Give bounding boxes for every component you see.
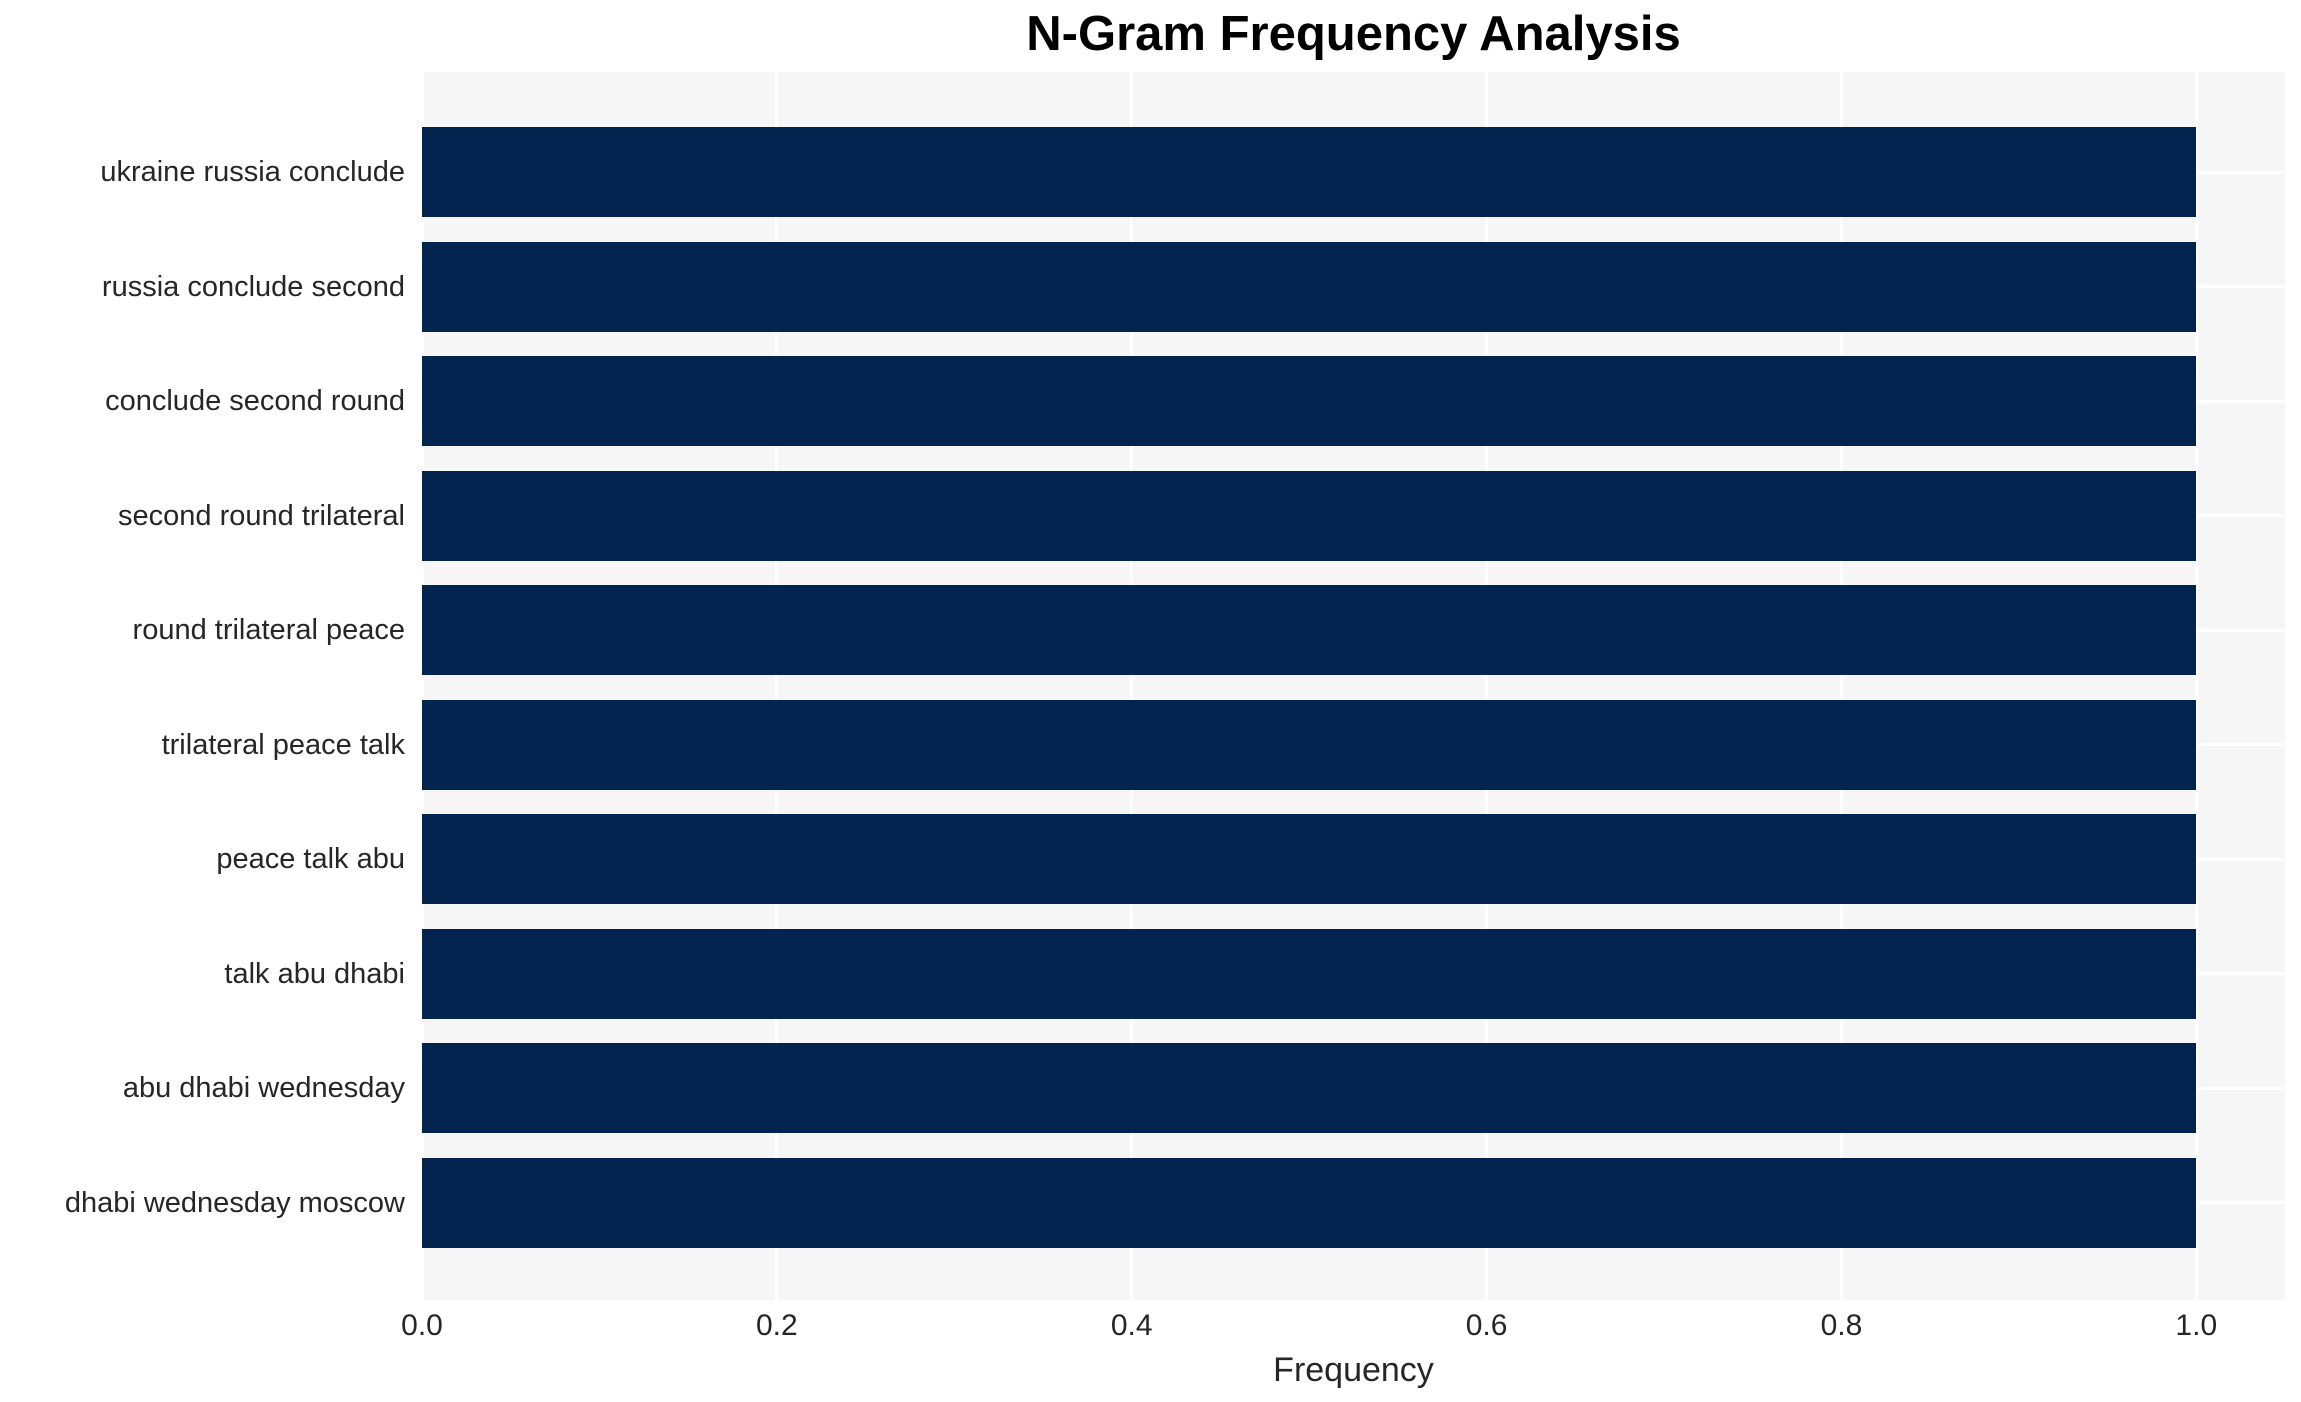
bar [422,1157,2197,1248]
vertical-gridline [775,72,779,1300]
bar [422,928,2197,1019]
vertical-gridline [1130,72,1134,1300]
x-axis-label: Frequency [1273,1351,1434,1389]
x-axis-ticks: 0.0 0.2 0.4 0.6 0.8 1.0 [401,1308,2285,1348]
y-tick-label: russia conclude second [101,270,405,303]
bar [422,814,2197,904]
x-tick-label: 0.6 [1465,1309,1508,1342]
bar [422,356,2197,446]
bar [422,1043,2197,1133]
bar [422,585,2197,675]
y-tick-label: second round trilateral [118,499,405,532]
vertical-gridline [1839,72,1843,1300]
x-tick-label: 1.0 [2175,1309,2218,1342]
vertical-gridline [2194,72,2198,1300]
plot-area [422,72,2285,1300]
y-axis-labels: ukraine russia conclude russia conclude s… [0,72,422,1300]
x-tick-label: 0.8 [1820,1309,1863,1342]
vertical-gridline [422,72,424,1300]
bar [422,470,2197,561]
y-tick-label: round trilateral peace [132,614,405,646]
x-tick-label: 0.2 [755,1309,798,1342]
chart-title: N-Gram Frequency Analysis [1026,7,1681,61]
y-tick-label: conclude second round [105,385,405,417]
y-tick-label: abu dhabi wednesday [122,1072,405,1104]
y-tick-label: ukraine russia conclude [100,156,405,188]
vertical-gridline [1485,72,1489,1300]
y-tick-label: trilateral peace talk [161,728,405,761]
y-tick-label: peace talk abu [216,843,405,875]
bar [422,127,2197,217]
x-tick-label: 0.4 [1110,1309,1153,1342]
y-tick-label: talk abu dhabi [224,957,405,990]
bar [422,241,2197,332]
x-tick-label: 0.0 [401,1309,443,1342]
bar [422,699,2197,790]
y-tick-label: dhabi wednesday moscow [64,1186,405,1219]
